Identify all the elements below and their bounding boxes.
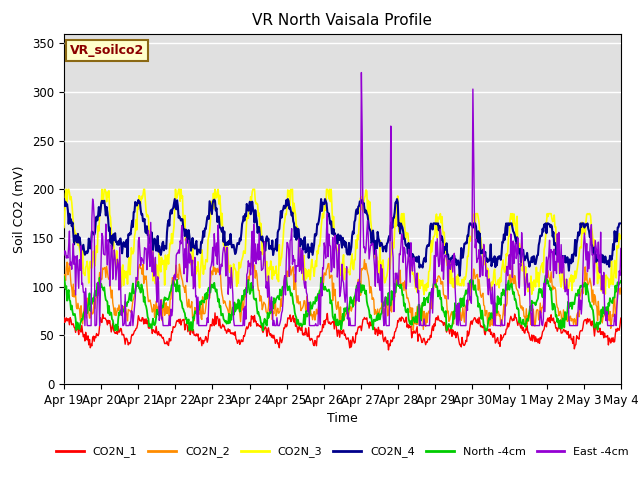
Bar bbox=[64, 287, 621, 384]
Legend: CO2N_1, CO2N_2, CO2N_3, CO2N_4, North -4cm, East -4cm: CO2N_1, CO2N_2, CO2N_3, CO2N_4, North -4… bbox=[52, 442, 633, 462]
Y-axis label: Soil CO2 (mV): Soil CO2 (mV) bbox=[13, 165, 26, 252]
X-axis label: Time: Time bbox=[327, 412, 358, 425]
Title: VR North Vaisala Profile: VR North Vaisala Profile bbox=[252, 13, 433, 28]
Bar bbox=[64, 189, 621, 287]
Bar bbox=[64, 34, 621, 189]
Text: VR_soilco2: VR_soilco2 bbox=[70, 44, 144, 57]
